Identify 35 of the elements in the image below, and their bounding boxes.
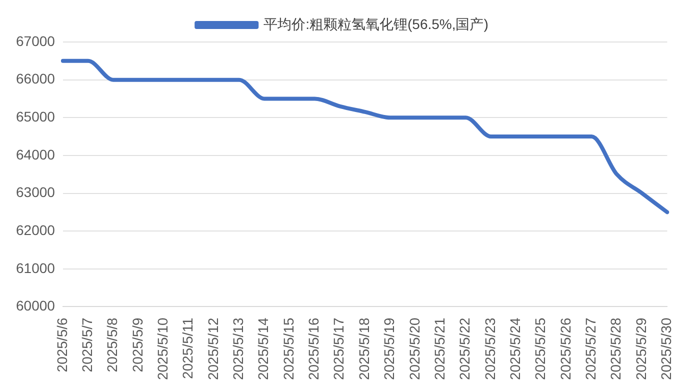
x-tick-label: 2025/5/27 [582,318,599,380]
y-tick-label: 61000 [16,260,56,276]
legend-label: 平均价:粗颗粒氢氧化锂(56.5%,国产) [264,16,488,32]
x-tick-label: 2025/5/11 [180,318,196,379]
y-tick-label: 62000 [16,222,56,238]
x-tick-label: 2025/5/10 [154,318,170,380]
x-tick-label: 2025/5/21 [431,318,448,380]
x-tick-label: 2025/5/20 [406,318,422,380]
x-tick-label: 2025/5/26 [557,318,574,380]
x-tick-label: 2025/5/18 [356,318,372,380]
x-tick-label: 2025/5/13 [230,318,246,380]
x-tick-label: 2025/5/12 [204,318,221,380]
x-tick-label: 2025/5/24 [506,318,523,380]
x-tick-label: 2025/5/15 [280,318,296,380]
x-tick-label: 2025/5/22 [456,318,473,380]
x-tick-label: 2025/5/25 [532,318,548,380]
x-tick-label: 2025/5/30 [658,318,674,380]
x-tick-label: 2025/5/6 [54,318,70,372]
y-tick-label: 60000 [16,298,56,314]
x-tick-label: 2025/5/19 [381,318,398,380]
y-tick-label: 64000 [16,146,56,162]
x-tick-label: 2025/5/23 [482,318,498,380]
x-tick-label: 2025/5/9 [129,318,146,372]
y-tick-label: 63000 [16,184,56,200]
x-tick-label: 2025/5/28 [608,318,624,380]
line-series [60,58,670,214]
x-tick-label: 2025/5/8 [104,318,120,372]
y-tick-label: 67000 [16,32,56,49]
x-tick-label: 2025/5/16 [306,318,322,380]
x-tick-label: 2025/5/14 [255,318,272,380]
x-tick-label: 2025/5/29 [632,318,649,380]
y-tick-label: 65000 [16,108,56,124]
y-tick-label: 66000 [16,70,56,87]
x-tick-label: 2025/5/17 [330,318,347,380]
x-tick-label: 2025/5/7 [78,318,95,372]
